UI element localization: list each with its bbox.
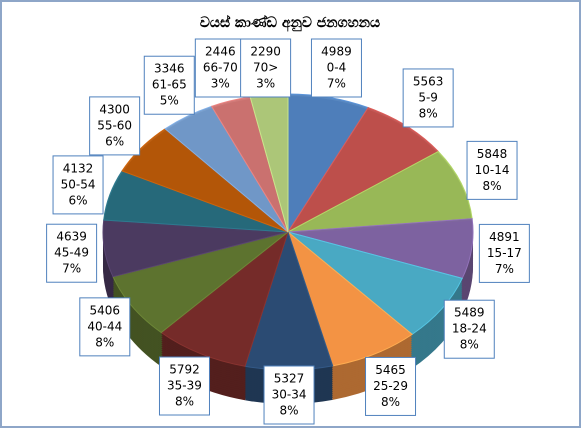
data-label: 4989 0-4 7% (310, 38, 362, 98)
data-label-percent: 8% (280, 404, 299, 418)
data-label-percent: 7% (62, 262, 81, 276)
data-label-category: 55-60 (97, 118, 132, 132)
data-label-value: 2290 (250, 45, 281, 59)
data-label-value: 4132 (63, 161, 94, 175)
data-label-box (466, 140, 518, 200)
data-label-category: 50-54 (61, 177, 96, 191)
data-label: 2290 70> 3% (240, 38, 292, 98)
data-label-box (79, 297, 131, 357)
data-label-value: 4300 (99, 102, 130, 116)
data-label-value: 5327 (274, 372, 305, 386)
data-label-value: 4639 (56, 230, 87, 244)
data-label-box (365, 356, 417, 416)
data-label: 4132 50-54 6% (52, 155, 104, 215)
data-label-box (46, 223, 98, 283)
data-label-box (52, 155, 104, 215)
data-label-percent: 7% (495, 262, 514, 276)
data-label-percent: 8% (460, 338, 479, 352)
data-label-box (143, 55, 195, 115)
data-label: 4891 15-17 7% (478, 223, 530, 283)
data-label: 5465 25-29 8% (365, 356, 417, 416)
data-label-category: 35-39 (167, 379, 202, 393)
data-label-category: 25-29 (373, 379, 408, 393)
data-label-box (240, 38, 292, 98)
data-label-box (443, 299, 495, 359)
data-label: 5792 35-39 8% (158, 356, 210, 416)
data-label: 4300 55-60 6% (89, 96, 141, 156)
data-label-value: 5792 (169, 363, 200, 377)
data-label-category: 66-70 (203, 61, 238, 75)
data-label-value: 5848 (477, 147, 508, 161)
data-label-category: 70> (253, 61, 278, 75)
data-label-percent: 3% (256, 77, 275, 91)
data-label-category: 45-49 (54, 246, 89, 260)
chart-title: වයස් කාණ්ඩ අනුව ජනගහනය (200, 14, 380, 33)
slice (287, 150, 473, 233)
data-label-percent: 8% (483, 179, 502, 193)
data-label-percent: 8% (419, 106, 438, 120)
data-label-category: 61-65 (152, 78, 187, 92)
data-label-box (194, 38, 246, 98)
data-label-category: 0-4 (327, 61, 347, 75)
data-label-percent: 8% (381, 395, 400, 409)
data-label-value: 5465 (375, 363, 406, 377)
data-label-box (478, 223, 530, 283)
data-label-percent: 6% (69, 193, 88, 207)
slice (160, 230, 289, 367)
data-label-box (402, 68, 454, 128)
data-label-category: 18-24 (452, 322, 487, 336)
data-label-value: 3346 (154, 62, 185, 76)
data-label-value: 5489 (454, 306, 485, 320)
data-label: 5406 40-44 8% (79, 297, 131, 357)
data-label: 4639 45-49 7% (46, 223, 98, 283)
data-label: 3346 61-65 5% (143, 55, 195, 115)
data-label-percent: 5% (160, 94, 179, 108)
data-label-value: 2446 (205, 45, 236, 59)
data-label-percent: 7% (327, 77, 346, 91)
data-label-category: 10-14 (475, 163, 510, 177)
data-label-box (158, 356, 210, 416)
data-label-box (89, 96, 141, 156)
data-label-percent: 8% (95, 335, 114, 349)
data-label: 5489 18-24 8% (443, 299, 495, 359)
data-label-value: 5563 (413, 74, 444, 88)
data-label: 2446 66-70 3% (194, 38, 246, 98)
data-label-category: 5-9 (418, 90, 438, 104)
data-label-box (263, 365, 315, 425)
data-label-value: 4989 (321, 45, 352, 59)
data-label-category: 30-34 (272, 388, 307, 402)
data-label-category: 15-17 (487, 246, 522, 260)
data-label-category: 40-44 (87, 319, 122, 333)
slice (287, 231, 463, 335)
data-label: 5563 5-9 8% (402, 68, 454, 128)
data-label-value: 4891 (489, 230, 520, 244)
slice (286, 230, 413, 367)
data-label-percent: 8% (175, 395, 194, 409)
data-label: 5848 10-14 8% (466, 140, 518, 200)
data-label: 5327 30-34 8% (263, 365, 315, 425)
data-label-value: 5406 (90, 303, 121, 317)
data-label-box (310, 38, 362, 98)
data-label-percent: 6% (105, 134, 124, 148)
data-label-percent: 3% (211, 77, 230, 91)
